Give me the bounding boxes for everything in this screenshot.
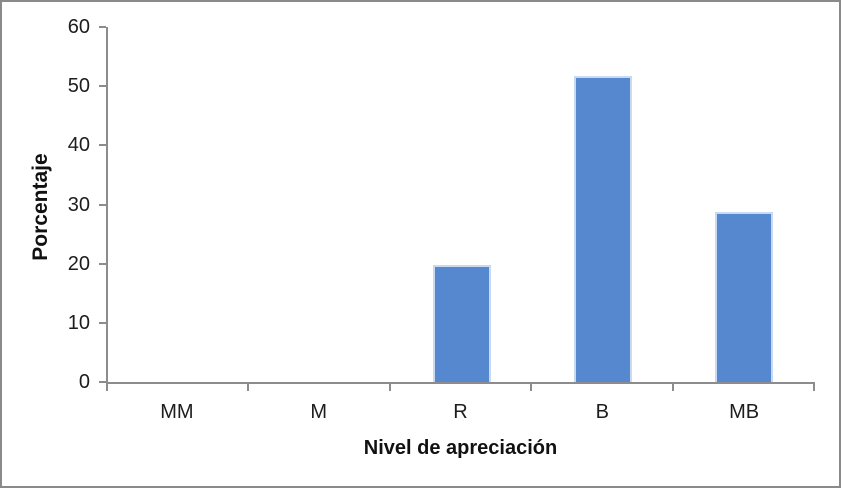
y-tick-40 — [99, 144, 106, 147]
x-tick-label-M: M — [310, 401, 328, 423]
x-tick-label-MB: MB — [729, 401, 760, 423]
x-tick-label-R: R — [453, 401, 468, 423]
y-tick-label-0: 0 — [78, 371, 90, 393]
x-axis-title: Nivel de apreciación — [363, 437, 558, 459]
y-tick-label-20: 20 — [67, 252, 90, 275]
x-tick-5 — [813, 384, 815, 391]
y-tick-10 — [99, 321, 106, 324]
y-tick-20 — [99, 262, 106, 265]
x-tick-label-MM: MM — [160, 401, 194, 423]
y-tick-60 — [99, 26, 106, 28]
bar-R — [432, 265, 491, 382]
plot-area — [106, 27, 815, 384]
y-tick-label-10: 10 — [67, 311, 90, 334]
x-axis-category-labels: MM M R B MB — [106, 399, 815, 425]
y-tick-label-60: 60 — [67, 16, 90, 38]
bar-B — [573, 76, 632, 382]
y-tick-label-50: 50 — [67, 75, 90, 98]
x-tick-4 — [671, 384, 674, 391]
y-tick-30 — [99, 203, 106, 206]
y-tick-label-30: 30 — [67, 193, 90, 216]
y-tick-50 — [99, 85, 106, 88]
y-tick-0 — [99, 381, 106, 383]
x-tick-label-B: B — [595, 401, 609, 423]
y-tick-label-40: 40 — [67, 134, 90, 157]
x-tick-1 — [247, 384, 250, 391]
x-tick-0 — [106, 384, 108, 391]
bar-MB — [715, 212, 774, 382]
x-tick-2 — [388, 384, 391, 391]
x-tick-3 — [530, 384, 533, 391]
